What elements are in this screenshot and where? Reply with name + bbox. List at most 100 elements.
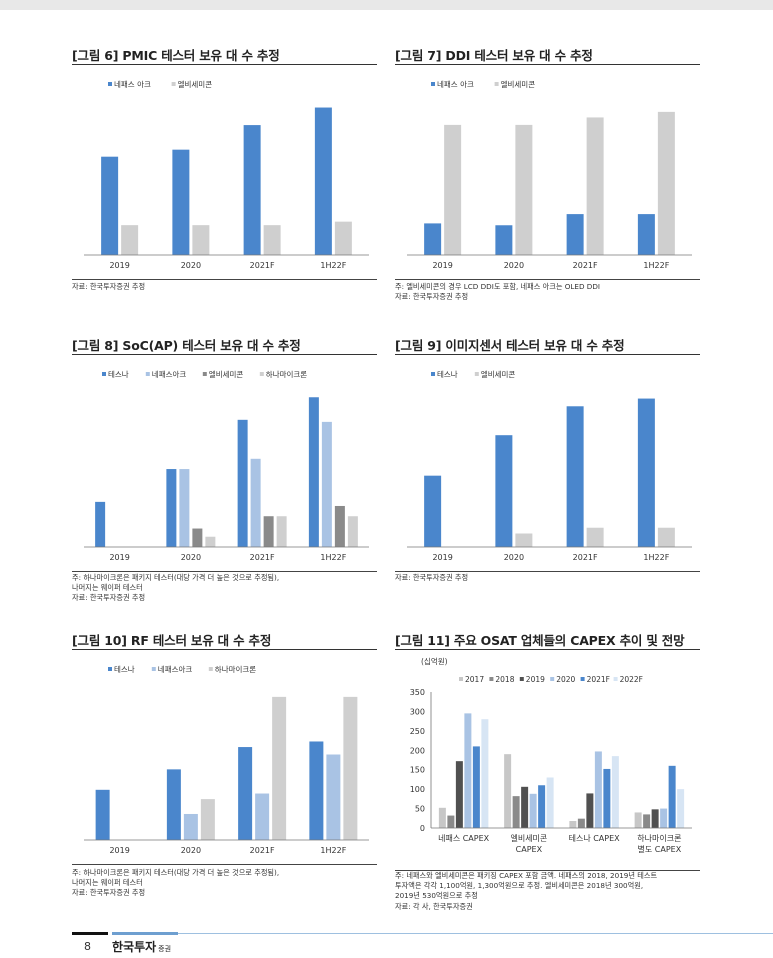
legend-swatch-네패스아크 <box>151 667 156 671</box>
legend-label-2021f: 2021F <box>587 675 610 684</box>
figure-9-chart: 테스나 엘비세미콘 2019 2020 2021F 1H22F <box>407 370 692 562</box>
bar-하나마이크론-3 <box>347 516 358 547</box>
note-line: 자료: 각 사, 한국투자증권 <box>395 902 473 911</box>
legend-label-네패스아크: 네패스아크 <box>152 369 187 379</box>
legend-swatch-2020 <box>550 677 555 681</box>
bottom-rule <box>72 279 377 280</box>
bar-2019-2 <box>586 793 594 828</box>
x-tick-label: 2019 <box>109 846 129 855</box>
legend-swatch-테스나 <box>108 667 112 671</box>
note-line: 주: 네패스와 엘비세미콘은 패키징 CAPEX 포함 금액. 네패스의 201… <box>395 871 658 880</box>
note-line: 2019년 530억원으로 추정 <box>395 891 478 900</box>
bar-엘비세미콘-1 <box>515 124 533 255</box>
bar-2020-0 <box>464 713 472 828</box>
bar-엘비세미콘-2 <box>263 225 281 255</box>
bar-테스나-2 <box>237 419 248 547</box>
bar-엘비세미콘-3 <box>657 527 675 547</box>
bar-테스나-0 <box>95 789 110 840</box>
x-tick-label: 2019 <box>109 261 129 270</box>
legend-swatch-하나마이크론 <box>208 667 213 671</box>
bar-네패스-아크-0 <box>424 223 442 255</box>
note-line: 자료: 한국투자증권 추정 <box>72 593 146 602</box>
page-number: 8 <box>84 940 91 953</box>
bar-2018-2 <box>577 818 585 828</box>
note-line: 나머지는 웨이퍼 테스터 <box>72 878 143 887</box>
legend-label-2020: 2020 <box>556 675 575 684</box>
y-tick-label: 50 <box>415 805 425 814</box>
bottom-rule <box>395 571 700 572</box>
note-line: 주: 하나마이크론은 패키지 테스터(대당 가격 더 높은 것으로 추정됨), <box>72 868 280 877</box>
figure-7-chart: 네패스 아크 엘비세미콘 2019 2020 2021F 1H22F <box>407 79 692 270</box>
bar-엘비세미콘-3 <box>334 221 352 255</box>
bar-2021f-2 <box>603 768 611 828</box>
bar-엘비세미콘-3 <box>334 505 345 547</box>
bar-네패스아크-1 <box>183 813 198 840</box>
bar-테스나-3 <box>308 397 319 547</box>
bottom-rule <box>72 864 377 865</box>
legend-label-네패스-아크: 네패스 아크 <box>437 79 474 89</box>
x-tick-label: CAPEX <box>516 845 543 854</box>
brand-name: 한국투자 <box>112 940 157 954</box>
bar-2022f-3 <box>677 789 685 828</box>
bar-테스나-1 <box>166 469 177 547</box>
x-tick-label: 엘비세미콘 <box>510 833 547 843</box>
y-tick-label: 300 <box>410 707 425 716</box>
figure-title: [그림 6] PMIC 테스터 보유 대 수 추정 <box>72 48 280 63</box>
legend-swatch-테스나 <box>431 372 435 376</box>
bar-테스나-0 <box>95 501 106 547</box>
brand-logo: 한국투자 증권 <box>112 938 171 955</box>
legend-label-엘비세미콘: 엘비세미콘 <box>501 80 536 89</box>
x-tick-label: 별도 CAPEX <box>638 844 682 854</box>
bar-테스나-2 <box>566 406 584 547</box>
legend-swatch-테스나 <box>102 372 106 376</box>
bar-엘비세미콘-0 <box>121 225 139 255</box>
bar-테스나-3 <box>637 398 655 547</box>
y-tick-label: 250 <box>410 727 425 736</box>
bar-엘비세미콘-2 <box>586 527 604 547</box>
bar-2020-2 <box>594 751 602 828</box>
x-tick-label: 2021F <box>573 261 598 270</box>
x-tick-label: 하나마이크론 <box>637 833 681 843</box>
x-tick-label: 2021F <box>250 846 275 855</box>
y-tick-label: 350 <box>410 688 425 697</box>
x-tick-label: 2020 <box>181 846 201 855</box>
note-line: 나머지는 웨이퍼 테스터 <box>72 583 143 592</box>
legend-swatch-2022f <box>613 677 618 681</box>
x-tick-label: 1H22F <box>643 553 669 562</box>
y-tick-label: 150 <box>410 766 425 775</box>
bar-네패스아크-2 <box>255 793 270 840</box>
y-tick-label: 100 <box>410 785 425 794</box>
legend-swatch-2018 <box>489 677 494 681</box>
x-tick-label: 2019 <box>432 553 452 562</box>
x-tick-label: 2021F <box>250 261 275 270</box>
x-tick-label: 2020 <box>181 261 201 270</box>
bar-2017-2 <box>569 821 577 828</box>
bar-테스나-0 <box>424 475 442 547</box>
bar-하나마이크론-3 <box>343 696 358 840</box>
bar-2018-1 <box>512 796 520 828</box>
legend-swatch-엘비세미콘 <box>171 82 176 86</box>
bar-2020-1 <box>529 793 537 828</box>
bottom-rule <box>72 571 377 572</box>
bar-엘비세미콘-1 <box>515 533 533 547</box>
legend-swatch-네패스-아크 <box>108 82 112 86</box>
y-axis-unit: (십억원) <box>421 657 448 666</box>
note-line: 자료: 한국투자증권 추정 <box>395 292 469 301</box>
bar-엘비세미콘-2 <box>586 117 604 256</box>
bar-2018-3 <box>643 814 651 828</box>
bar-2022f-0 <box>481 719 489 828</box>
bar-2019-1 <box>521 786 529 828</box>
note-line: 주: 하나마이크론은 패키지 테스터(대당 가격 더 높은 것으로 추정됨), <box>72 573 280 582</box>
figure-7-panel: [그림 7] DDI 테스터 보유 대 수 추정 네패스 아크 엘비세미콘 2019… <box>395 45 700 305</box>
bar-2017-1 <box>504 754 512 828</box>
y-tick-label: 200 <box>410 746 425 755</box>
figure-title: [그림 8] SoC(AP) 테스터 보유 대 수 추정 <box>72 338 301 353</box>
figure-title: [그림 10] RF 테스터 보유 대 수 추정 <box>72 633 272 648</box>
x-tick-label: 1H22F <box>320 261 346 270</box>
bar-네패스아크-1 <box>179 469 190 547</box>
bar-2020-3 <box>660 808 668 828</box>
figure-10-panel: [그림 10] RF 테스터 보유 대 수 추정 테스나 네패스아크 하나마이크론 2… <box>72 630 377 905</box>
top-bar <box>0 0 773 10</box>
footer-bar-dark <box>72 932 108 935</box>
x-tick-label: 1H22F <box>320 846 346 855</box>
